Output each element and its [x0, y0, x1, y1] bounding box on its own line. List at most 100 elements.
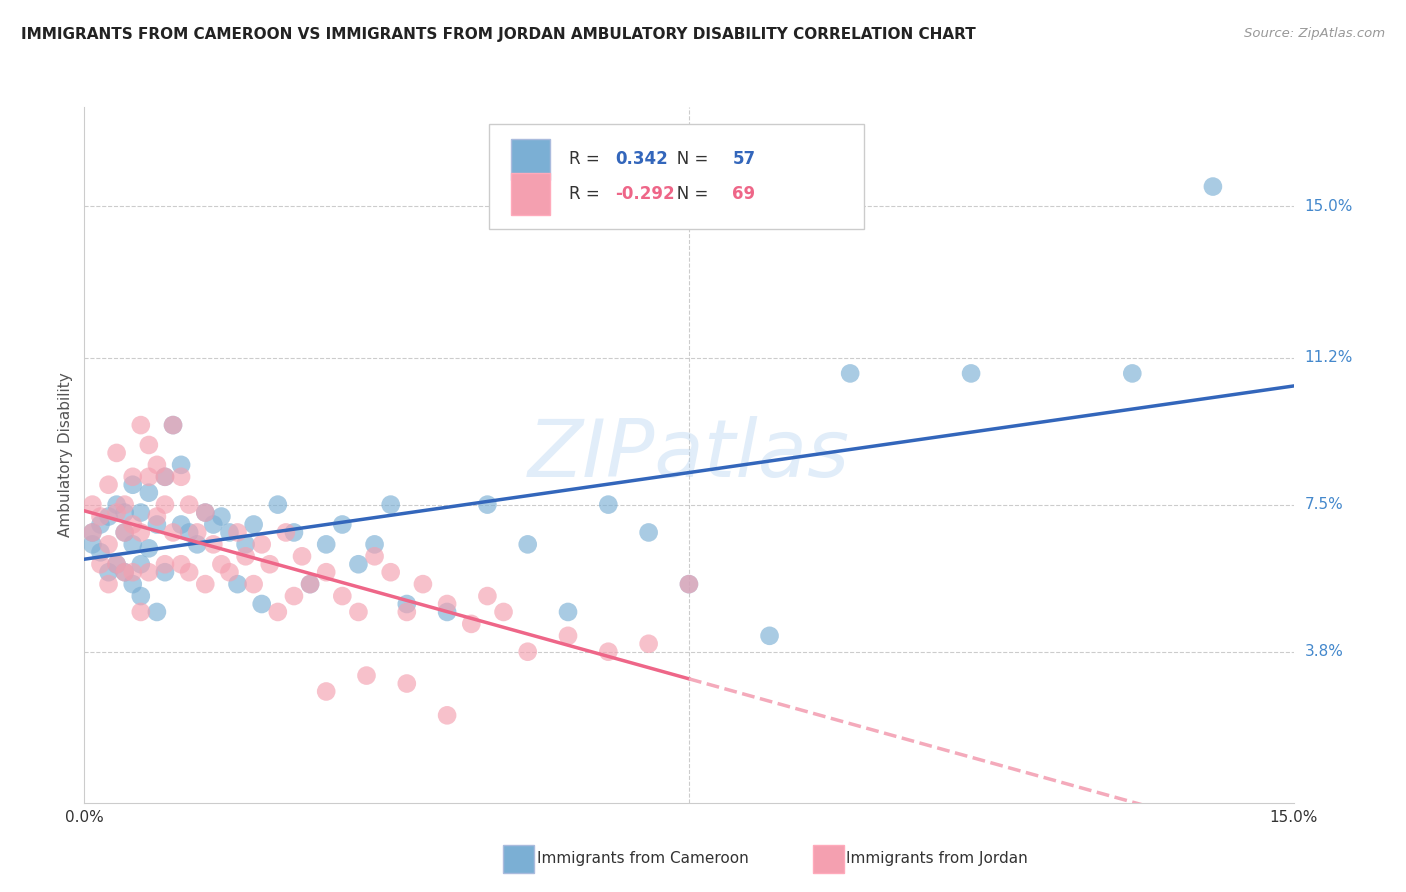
Point	[436, 708, 458, 723]
Point	[436, 605, 458, 619]
Point	[97, 537, 120, 551]
FancyBboxPatch shape	[512, 138, 550, 180]
Point	[492, 605, 515, 619]
Point	[162, 418, 184, 433]
Point	[114, 525, 136, 540]
Point	[436, 597, 458, 611]
Point	[1202, 179, 1225, 194]
Point	[226, 525, 249, 540]
Point	[186, 537, 208, 551]
Point	[186, 525, 208, 540]
Point	[259, 558, 281, 572]
Point	[146, 517, 169, 532]
Point	[138, 565, 160, 579]
Text: IMMIGRANTS FROM CAMEROON VS IMMIGRANTS FROM JORDAN AMBULATORY DISABILITY CORRELA: IMMIGRANTS FROM CAMEROON VS IMMIGRANTS F…	[21, 27, 976, 42]
Point	[153, 470, 176, 484]
Point	[129, 589, 152, 603]
Point	[129, 418, 152, 433]
Text: 11.2%: 11.2%	[1305, 350, 1353, 365]
FancyBboxPatch shape	[489, 124, 865, 229]
Point	[146, 509, 169, 524]
Point	[356, 668, 378, 682]
Point	[557, 629, 579, 643]
Point	[412, 577, 434, 591]
Point	[363, 549, 385, 564]
Point	[235, 549, 257, 564]
Point	[637, 637, 659, 651]
Point	[105, 446, 128, 460]
Point	[516, 537, 538, 551]
Point	[114, 506, 136, 520]
Point	[330, 589, 353, 603]
Point	[129, 525, 152, 540]
Point	[299, 577, 322, 591]
Point	[395, 605, 418, 619]
Text: N =: N =	[661, 185, 714, 203]
Point	[114, 525, 136, 540]
Point	[105, 558, 128, 572]
Point	[516, 645, 538, 659]
Point	[477, 589, 499, 603]
Point	[267, 498, 290, 512]
Point	[267, 605, 290, 619]
Point	[598, 498, 620, 512]
Point	[138, 438, 160, 452]
Point	[380, 498, 402, 512]
Text: -0.292: -0.292	[616, 185, 675, 203]
Point	[170, 470, 193, 484]
Point	[960, 367, 983, 381]
Point	[460, 616, 482, 631]
Text: Immigrants from Cameroon: Immigrants from Cameroon	[537, 852, 749, 866]
Point	[82, 525, 104, 540]
Point	[194, 506, 217, 520]
Point	[477, 498, 499, 512]
Point	[209, 558, 232, 572]
Point	[242, 517, 264, 532]
Point	[105, 558, 128, 572]
Point	[138, 485, 160, 500]
Point	[114, 498, 136, 512]
Y-axis label: Ambulatory Disability: Ambulatory Disability	[58, 373, 73, 537]
Point	[114, 565, 136, 579]
Point	[153, 498, 176, 512]
Point	[97, 509, 120, 524]
Point	[129, 558, 152, 572]
Point	[1121, 367, 1143, 381]
Point	[179, 565, 201, 579]
Point	[97, 477, 120, 491]
Point	[678, 577, 700, 591]
Point	[202, 517, 225, 532]
Point	[89, 517, 111, 532]
Point	[235, 537, 257, 551]
Point	[299, 577, 322, 591]
Point	[153, 470, 176, 484]
Point	[138, 541, 160, 556]
Point	[242, 577, 264, 591]
Text: N =: N =	[661, 150, 714, 169]
Text: 69: 69	[733, 185, 755, 203]
Point	[105, 498, 128, 512]
Point	[315, 684, 337, 698]
Point	[121, 470, 143, 484]
Point	[138, 470, 160, 484]
Text: R =: R =	[569, 150, 610, 169]
Point	[170, 458, 193, 472]
Point	[121, 577, 143, 591]
Point	[202, 537, 225, 551]
Point	[678, 577, 700, 591]
Point	[637, 525, 659, 540]
Point	[121, 477, 143, 491]
Point	[146, 458, 169, 472]
Point	[89, 509, 111, 524]
Text: Source: ZipAtlas.com: Source: ZipAtlas.com	[1244, 27, 1385, 40]
Point	[89, 545, 111, 559]
Point	[218, 565, 240, 579]
Point	[82, 525, 104, 540]
Point	[179, 525, 201, 540]
Point	[380, 565, 402, 579]
Point	[363, 537, 385, 551]
Text: ZIPatlas: ZIPatlas	[527, 416, 851, 494]
Point	[121, 565, 143, 579]
Point	[194, 506, 217, 520]
Point	[598, 645, 620, 659]
